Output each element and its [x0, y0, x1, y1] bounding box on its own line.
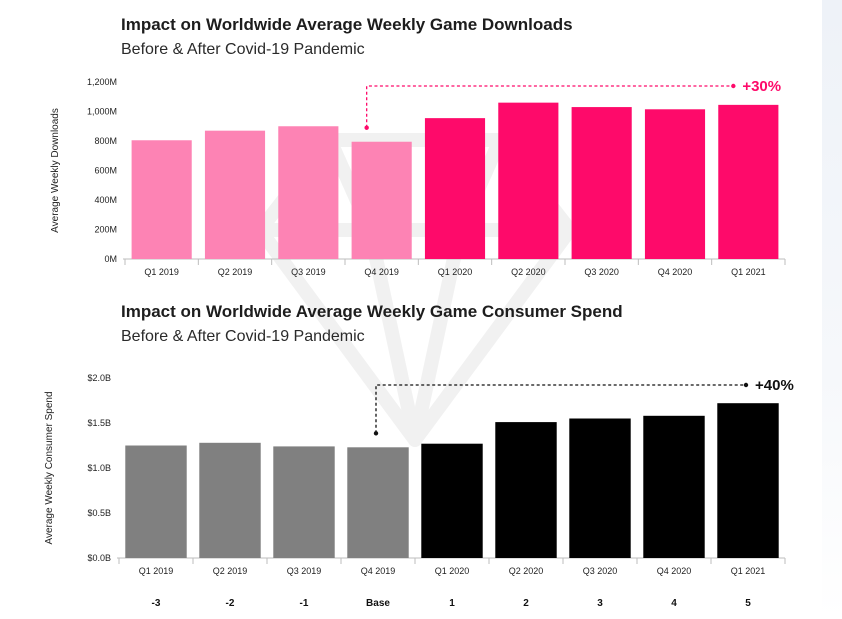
- spend-period-index-label: 4: [671, 598, 677, 609]
- spend-bar: [273, 446, 335, 558]
- downloads-bar: [278, 126, 339, 259]
- spend-y-tick-label: $0.0B: [87, 553, 111, 563]
- spend-x-tick-label: Q1 2019: [139, 566, 174, 576]
- downloads-chart-title: Impact on Worldwide Average Weekly Game …: [121, 15, 573, 34]
- downloads-callout-dot-end: [731, 83, 736, 89]
- side-decoration: [822, 0, 842, 619]
- downloads-bar-chart: 0M 200M 400M 600M 800M 1,000M 1,200M Average We…: [50, 77, 786, 277]
- spend-period-index-label: -2: [226, 598, 235, 609]
- spend-bar: [569, 418, 631, 558]
- spend-bar: [421, 443, 483, 558]
- downloads-bar: [718, 104, 779, 259]
- spend-period-index-label: -1: [300, 598, 309, 609]
- spend-chart-subtitle: Before & After Covid-19 Pandemic: [121, 328, 365, 345]
- downloads-x-tick-label: Q4 2020: [658, 267, 693, 277]
- spend-bar: [495, 422, 557, 558]
- spend-y-axis-title: Average Weekly Consumer Spend: [44, 391, 55, 544]
- downloads-x-tick-label: Q2 2020: [511, 267, 546, 277]
- downloads-x-tick-label: Q2 2019: [218, 267, 253, 277]
- downloads-y-tick-label: 1,000M: [87, 107, 117, 117]
- downloads-bar: [571, 107, 632, 259]
- spend-x-tick-label: Q1 2020: [435, 566, 470, 576]
- spend-chart-title: Impact on Worldwide Average Weekly Game …: [121, 302, 623, 321]
- downloads-y-tick-label: 200M: [94, 225, 117, 235]
- downloads-bar: [424, 118, 486, 259]
- downloads-callout-label: +30%: [742, 78, 781, 95]
- downloads-bar: [644, 109, 706, 259]
- spend-y-tick-label: $2.0B: [87, 373, 111, 383]
- spend-x-tick-label: Q1 2021: [731, 566, 766, 576]
- downloads-bar: [351, 141, 412, 259]
- spend-period-index-label: 5: [745, 598, 751, 609]
- spend-x-tick-label: Q3 2019: [287, 566, 322, 576]
- spend-x-tick-label: Q4 2020: [657, 566, 692, 576]
- spend-period-index-label: 1: [449, 598, 455, 609]
- spend-bar: [347, 447, 409, 558]
- spend-y-tick-label: $1.0B: [87, 463, 111, 473]
- downloads-x-tick-label: Q4 2019: [364, 267, 399, 277]
- downloads-y-tick-label: 600M: [94, 166, 117, 176]
- downloads-bar: [204, 130, 266, 259]
- spend-bar: [643, 415, 705, 558]
- spend-callout-label: +40%: [755, 377, 794, 394]
- spend-bar: [125, 445, 187, 558]
- downloads-y-tick-label: 800M: [94, 136, 117, 146]
- downloads-y-axis-title: Average Weekly Downloads: [50, 108, 61, 233]
- downloads-x-tick-label: Q3 2020: [584, 267, 619, 277]
- spend-period-index-label: 3: [597, 598, 603, 609]
- spend-y-tick-label: $1.5B: [87, 418, 111, 428]
- spend-bar: [199, 442, 261, 558]
- downloads-bar: [131, 140, 192, 259]
- downloads-y-tick-label: 1,200M: [87, 77, 117, 87]
- spend-callout-dot-start: [373, 431, 379, 436]
- downloads-y-tick-label: 400M: [94, 195, 117, 205]
- downloads-y-tick-label: 0M: [104, 254, 117, 264]
- downloads-x-tick-label: Q1 2021: [731, 267, 766, 277]
- spend-period-index-label: -3: [152, 598, 161, 609]
- downloads-callout-dot-start: [364, 125, 369, 130]
- spend-x-tick-label: Q2 2020: [509, 566, 544, 576]
- downloads-chart-subtitle: Before & After Covid-19 Pandemic: [121, 41, 365, 58]
- downloads-bar: [498, 102, 559, 260]
- spend-period-index-label: Base: [366, 598, 390, 609]
- downloads-callout-line: [366, 85, 734, 128]
- spend-bar: [717, 403, 779, 558]
- spend-x-tick-label: Q4 2019: [361, 566, 396, 576]
- spend-period-index-label: 2: [523, 598, 529, 609]
- spend-x-tick-label: Q3 2020: [583, 566, 618, 576]
- spend-y-tick-label: $0.5B: [87, 508, 111, 518]
- downloads-x-tick-label: Q1 2020: [438, 267, 473, 277]
- spend-x-tick-label: Q2 2019: [213, 566, 248, 576]
- spend-callout-dot-end: [743, 382, 749, 388]
- downloads-x-tick-label: Q3 2019: [291, 267, 326, 277]
- downloads-x-tick-label: Q1 2019: [144, 267, 179, 277]
